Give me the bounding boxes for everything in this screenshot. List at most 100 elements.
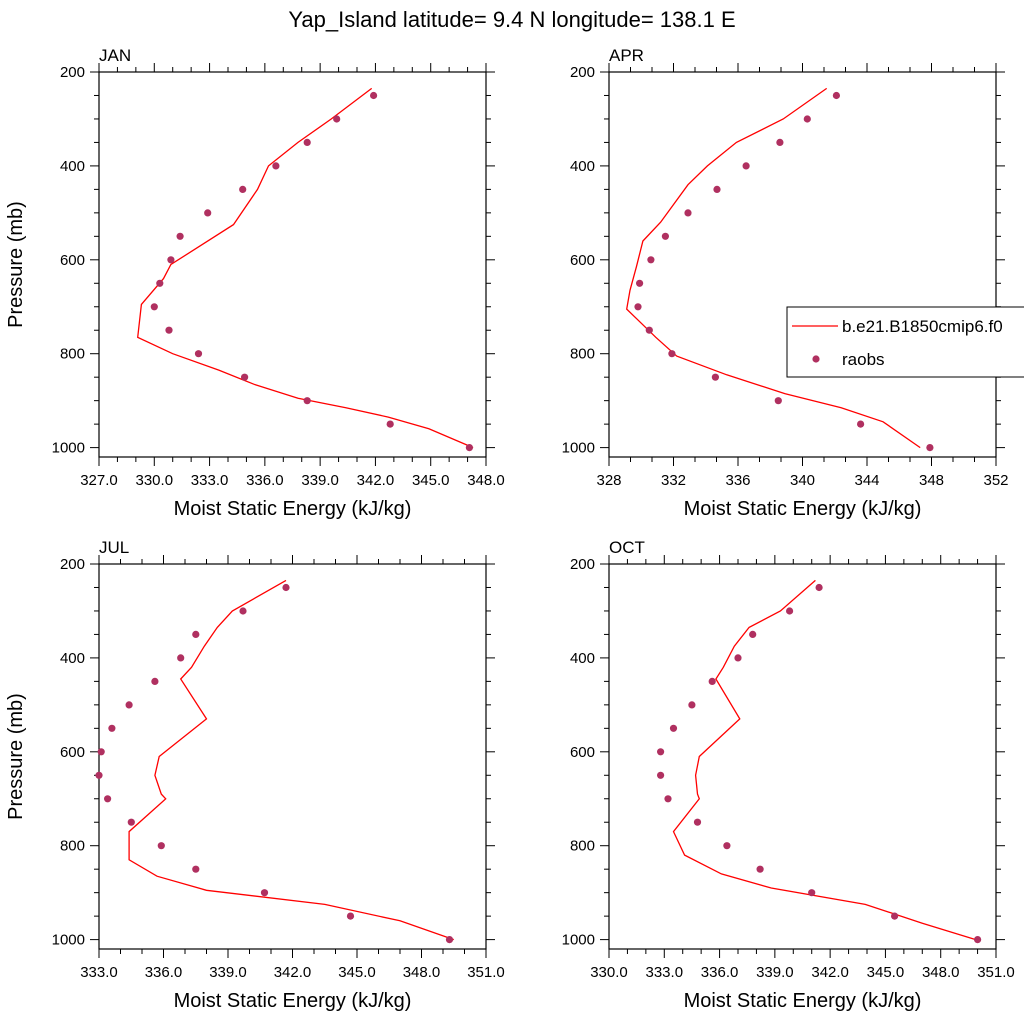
- x-tick-label: 342.0: [274, 964, 312, 981]
- plot-frame: [98, 71, 487, 458]
- y-tick-label: 1000: [562, 440, 595, 457]
- x-tick-label: 332: [661, 472, 686, 489]
- obs-point: [636, 279, 644, 287]
- x-tick-label: 351.0: [467, 964, 505, 981]
- obs-point: [260, 889, 269, 897]
- model-profile-line: [626, 87, 921, 449]
- obs-point: [664, 795, 672, 803]
- x-tick-label: 345.0: [412, 472, 450, 489]
- panel-apr: 328 332 336 340 344 348 352 200 400 600 800 1000 APR…: [562, 46, 1009, 520]
- model-profile-line: [137, 87, 474, 449]
- obs-point: [786, 607, 794, 615]
- obs-point: [634, 303, 642, 311]
- x-tick-label: 333.0: [191, 472, 229, 489]
- obs-point: [832, 91, 841, 100]
- obs-point: [150, 303, 158, 311]
- obs-point: [95, 771, 103, 779]
- obs-point: [167, 256, 175, 264]
- obs-point: [661, 232, 670, 240]
- x-axis-label: Moist Static Energy (kJ/kg): [684, 498, 922, 520]
- obs-point: [386, 420, 394, 428]
- y-tick-label: 600: [570, 252, 595, 269]
- obs-point: [723, 842, 731, 850]
- y-tick-label: 600: [60, 744, 85, 761]
- obs-point: [151, 677, 159, 686]
- panel-jan: 327.0 330.0 333.0 336.0 339.0 342.0 345.0 348.0…: [5, 46, 505, 520]
- obs-point: [657, 771, 665, 779]
- model-profile-line: [128, 579, 455, 941]
- obs-point: [176, 232, 184, 240]
- x-tick-label: 336: [725, 472, 750, 489]
- x-tick-label: 333.0: [80, 964, 118, 981]
- panel-title: JUL: [99, 538, 129, 557]
- y-tick-label: 800: [570, 346, 595, 363]
- x-tick-label: 339.0: [209, 964, 247, 981]
- obs-point: [241, 373, 249, 381]
- obs-point: [346, 912, 355, 920]
- obs-point: [239, 607, 247, 615]
- x-tick-label: 330.0: [590, 964, 628, 981]
- plot-frame: [608, 71, 997, 458]
- y-tick-label: 800: [60, 346, 85, 363]
- plot-frame: [98, 563, 487, 950]
- x-tick-label: 336.0: [145, 964, 183, 981]
- obs-point: [711, 373, 720, 381]
- x-tick-label: 345.0: [867, 964, 905, 981]
- obs-point: [465, 444, 473, 452]
- obs-point: [333, 115, 341, 123]
- x-tick-label: 336.0: [701, 964, 739, 981]
- y-axis-label: Pressure (mb): [5, 201, 27, 328]
- obs-point: [926, 444, 934, 452]
- obs-point: [669, 724, 678, 732]
- x-tick-label: 348.0: [467, 472, 505, 489]
- x-tick-label: 344: [854, 472, 879, 489]
- obs-point: [127, 818, 135, 826]
- obs-point: [303, 138, 311, 146]
- y-tick-label: 200: [60, 64, 85, 81]
- x-tick-label: 351.0: [977, 964, 1015, 981]
- obs-point: [157, 842, 165, 850]
- obs-point: [177, 654, 185, 662]
- obs-point: [192, 630, 200, 639]
- obs-point: [891, 912, 899, 920]
- obs-point: [693, 818, 702, 826]
- obs-point: [974, 936, 982, 944]
- obs-point: [647, 256, 655, 264]
- obs-point: [776, 138, 784, 146]
- obs-point: [194, 350, 203, 358]
- y-tick-label: 1000: [52, 440, 85, 457]
- x-tick-label: 342.0: [811, 964, 849, 981]
- obs-point: [204, 209, 212, 217]
- x-tick-label: 348.0: [403, 964, 441, 981]
- obs-point: [303, 397, 311, 405]
- y-tick-label: 400: [570, 650, 595, 667]
- x-tick-label: 339.0: [756, 964, 794, 981]
- y-tick-label: 400: [60, 650, 85, 667]
- obs-point: [108, 724, 116, 732]
- y-tick-label: 200: [60, 556, 85, 573]
- x-tick-label: 342.0: [357, 472, 395, 489]
- obs-point: [756, 865, 764, 873]
- x-tick-label: 339.0: [301, 472, 339, 489]
- obs-point: [774, 397, 782, 405]
- x-tick-label: 345.0: [338, 964, 376, 981]
- plot-frame: [608, 563, 997, 950]
- x-tick-label: 333.0: [646, 964, 684, 981]
- x-tick-label: 330.0: [136, 472, 174, 489]
- x-tick-label: 348: [919, 472, 944, 489]
- obs-point: [808, 889, 816, 897]
- panel-title: APR: [609, 46, 644, 65]
- x-tick-label: 327.0: [80, 472, 118, 489]
- obs-point: [684, 209, 692, 217]
- obs-point: [445, 936, 454, 944]
- chart-panels: 327.0 330.0 333.0 336.0 339.0 342.0 345.0 348.0…: [5, 46, 1015, 1012]
- x-axis-label: Moist Static Energy (kJ/kg): [174, 990, 412, 1012]
- obs-point: [657, 748, 665, 756]
- obs-point: [742, 162, 750, 170]
- x-axis-label: Moist Static Energy (kJ/kg): [684, 990, 922, 1012]
- y-tick-label: 200: [570, 64, 595, 81]
- legend-obs-label: raobs: [842, 350, 885, 369]
- obs-point: [156, 279, 164, 287]
- obs-point: [734, 654, 742, 662]
